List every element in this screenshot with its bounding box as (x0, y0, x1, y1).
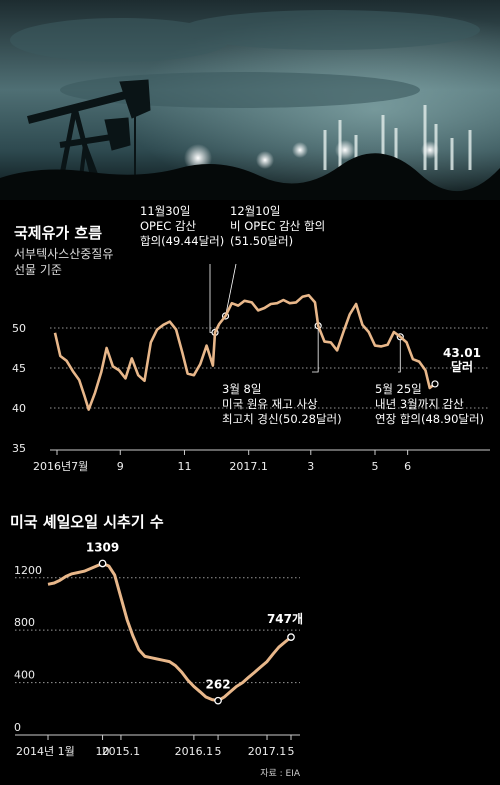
oil-y-tick-label: 50 (12, 322, 26, 335)
annotation-text: 12월10일 (230, 204, 280, 218)
oil-y-tick-label: 35 (12, 442, 26, 455)
rig-x-tick-label: 10 (96, 745, 110, 758)
oil-y-tick-label: 40 (12, 402, 26, 415)
rig-x-tick-label: 5 (215, 745, 222, 758)
annotation-text: 비 OPEC 감산 합의 (230, 219, 325, 233)
rig-y-tick-label: 800 (14, 616, 35, 629)
rig-x-tick-label: 2015.1 (102, 745, 141, 758)
oil-price-series-line (53, 293, 436, 411)
annotation-text: 5월 25일 (375, 382, 422, 396)
rig-point-label: 747개 (267, 612, 303, 626)
annotation-leader (225, 263, 237, 317)
rig-point-label: 1309 (86, 540, 119, 554)
oil-y-tick-label: 45 (12, 362, 26, 375)
annotation-text: OPEC 감산 (140, 219, 197, 233)
rig-count-series-line (47, 562, 292, 703)
oil-x-tick-label: 11 (177, 460, 191, 473)
rig-point-label: 262 (206, 678, 231, 692)
rig-x-tick-label: 2014년 1월 (16, 745, 75, 758)
oil-chart-title: 국제유가 흐름 (14, 224, 102, 242)
oil-x-tick-label: 6 (404, 460, 411, 473)
annotation-text: 합의(49.44달러) (140, 234, 224, 248)
oil-x-tick-label: 2017.1 (229, 460, 268, 473)
shale-rig-chart: 미국 셰일오일 시추기 수 0 400 800 1200 2014년 1월 102015.… (10, 513, 303, 779)
rig-y-tick-label: 400 (14, 669, 35, 682)
oil-chart-subtitle-1: 서부텍사스산중질유 (14, 247, 113, 261)
rig-y-tick-label: 1200 (14, 564, 42, 577)
rig-x-tick-label: 2016.1 (175, 745, 214, 758)
rig-x-tick-label: 2017.1 (248, 745, 287, 758)
annotation-text: 11월30일 (140, 204, 190, 218)
oil-x-tick-label: 2016년7월 (33, 460, 88, 473)
oil-end-value-label: 43.01 (443, 346, 481, 360)
rig-highlight-point (287, 633, 295, 641)
rig-highlight-point (214, 696, 222, 705)
oilfield-photo (0, 0, 500, 200)
oil-end-value-label: 달러 (451, 359, 473, 374)
rig-highlight-point (98, 559, 107, 568)
oil-x-tick-label: 3 (307, 460, 314, 473)
annotation-text: (51.50달러) (230, 234, 293, 248)
oil-chart-subtitle-2: 선물 기준 (14, 263, 62, 277)
annotation-text: 최고치 경신(50.28달러) (222, 412, 342, 426)
oil-x-tick-label: 5 (372, 460, 379, 473)
annotation-text: 3월 8일 (222, 382, 261, 396)
rig-y-tick-label: 0 (14, 721, 21, 734)
source-note: 자료 : EIA (260, 768, 301, 779)
annotation-text: 내년 3월까지 감산 (375, 397, 464, 411)
annotation-leader (398, 336, 401, 373)
annotation-leader (209, 264, 215, 333)
annotation-leader (312, 325, 319, 373)
annotation-text: 연장 합의(48.90달러) (375, 412, 484, 426)
rig-chart-title: 미국 셰일오일 시추기 수 (10, 513, 164, 531)
annotation-text: 미국 원유 재고 사상 (222, 397, 318, 411)
oil-x-tick-label: 9 (117, 460, 124, 473)
oil-end-point (431, 380, 439, 388)
rig-x-tick-label: 5 (288, 745, 295, 758)
